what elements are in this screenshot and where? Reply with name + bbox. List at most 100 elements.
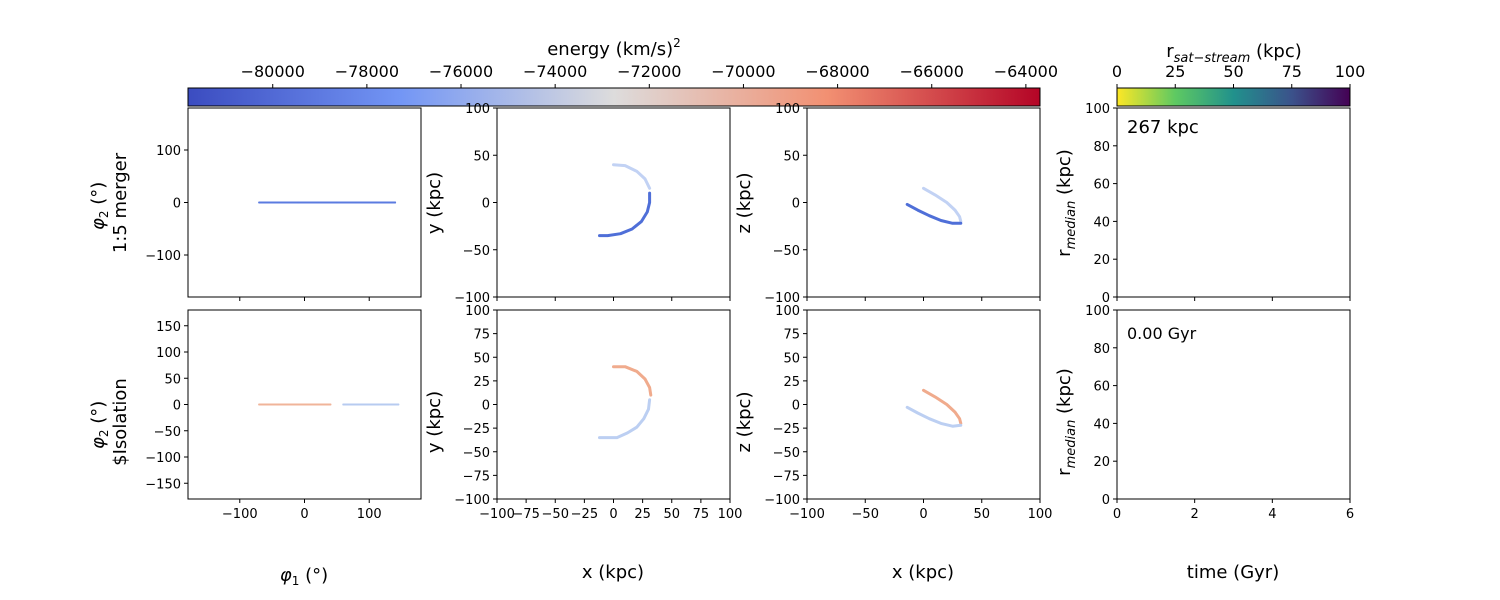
distance-annotation: 267 kpc	[1127, 117, 1199, 138]
panel-xy-row1: −100 −50 0 50 100	[454, 102, 731, 306]
stream-point	[934, 193, 937, 196]
y-tick-label: 20	[1093, 253, 1110, 268]
energy-tick-label: −78000	[335, 62, 399, 81]
x-tick-label: 0	[300, 507, 308, 522]
xy-xlabel: x (kpc)	[582, 562, 644, 583]
stream-point	[945, 201, 948, 204]
energy-tick-label: −74000	[523, 62, 587, 81]
y-tick-label: −25	[463, 422, 490, 437]
panel-rmedian-row1: 0 20 40 60 80 100	[1085, 102, 1351, 306]
panel-frame	[806, 107, 1041, 298]
y-tick-label: 60	[1093, 178, 1110, 193]
energy-tick-label: −68000	[805, 62, 869, 81]
y-tick-label: 50	[473, 351, 490, 366]
stream-point	[945, 403, 948, 406]
y-tick-label: −25	[773, 422, 800, 437]
x-tick-label: 0	[609, 507, 617, 522]
y-tick-label: 25	[473, 375, 490, 390]
stream-point	[951, 425, 954, 428]
y-tick-label: 100	[775, 102, 800, 117]
stream-point	[297, 403, 300, 406]
x-tick-label: 4	[1268, 507, 1276, 522]
stream-point	[361, 403, 364, 406]
y-tick-label: 100	[156, 144, 181, 159]
x-tick-label: 50	[663, 507, 680, 522]
stream-point	[647, 408, 650, 411]
y-tick-label: −100	[764, 493, 800, 508]
distance-colorbar-bar	[1116, 87, 1351, 107]
y-tick-label: −75	[463, 469, 490, 484]
x-tick-label: 0	[1113, 507, 1121, 522]
x-tick-label: 100	[1028, 507, 1053, 522]
stream-point	[612, 163, 615, 166]
distance-colorbar-ticks: 0 25 50 75 100	[1112, 62, 1365, 88]
stream-point	[922, 187, 925, 190]
y-tick-label: 75	[473, 328, 490, 343]
stream-point	[297, 201, 300, 204]
stream-point	[374, 201, 377, 204]
y-tick-label: 100	[465, 304, 490, 319]
stream-point	[342, 403, 345, 406]
y-tick-label: 100	[465, 102, 490, 117]
stream-point	[906, 203, 909, 206]
panel-frame	[1116, 107, 1351, 298]
stream-point	[277, 201, 280, 204]
distance-tick-label: 100	[1335, 62, 1366, 81]
x-tick-label: 75	[693, 507, 710, 522]
stream-point	[953, 411, 956, 414]
panel-frame	[806, 309, 1041, 500]
y-tick-label: 0	[792, 197, 800, 212]
stream-point	[648, 386, 651, 389]
z-kpc-label-row2: z (kpc)	[734, 392, 755, 453]
time-annotation: 0.00 Gyr	[1127, 324, 1197, 343]
stream-point	[916, 412, 919, 415]
energy-colorbar-bar	[187, 87, 1041, 107]
panel-rmedian-row2: 0 20 40 60 80 100 0 2 4 6	[1085, 304, 1354, 522]
stream-point	[619, 232, 622, 235]
panels: −1000100−100−50050100−100−50050100020406…	[145, 102, 1354, 522]
x-tick-label: 25	[634, 507, 651, 522]
panel-phi-row1: −100 0 100	[145, 107, 422, 301]
y-tick-label: 0	[173, 197, 181, 212]
y-tick-label: 80	[1093, 342, 1110, 357]
panel-frame	[496, 309, 731, 500]
y-tick-label: 80	[1093, 140, 1110, 155]
stream-series	[905, 405, 963, 428]
stream-point	[397, 403, 400, 406]
y-tick-label: −50	[154, 425, 181, 440]
stream-point	[635, 170, 638, 173]
x-tick-label: −25	[571, 507, 598, 522]
stream-point	[958, 417, 961, 420]
distance-tick-label: 50	[1223, 62, 1243, 81]
y-tick-label: −50	[463, 244, 490, 259]
x-tick-label: 0	[919, 507, 927, 522]
stream-point	[612, 365, 615, 368]
stream-point	[598, 234, 601, 237]
y-tick-label: 100	[775, 304, 800, 319]
energy-colorbar-ticks: −80000 −78000 −76000 −74000 −72000 −70000 −680…	[241, 62, 1058, 88]
stream-point	[606, 234, 609, 237]
distance-colorbar: rsat−stream (kpc) 0 25 50 75 100	[1112, 41, 1365, 107]
x-tick-label: −50	[852, 507, 879, 522]
x-tick-label: −100	[789, 507, 825, 522]
y-tick-label: −50	[463, 446, 490, 461]
y-kpc-label-row2: y (kpc)	[424, 391, 445, 453]
y-tick-label: 0	[1102, 493, 1110, 508]
panel-xz-row1: −100 −50 0 50 100	[764, 102, 1041, 306]
y-tick-label: 75	[783, 328, 800, 343]
stream-point	[648, 192, 651, 195]
row1-ylabel: φ2 (°) 1:5 merger	[88, 152, 131, 253]
x-tick-label: 100	[718, 507, 743, 522]
y-tick-label: −100	[454, 291, 490, 306]
y-tick-label: −50	[773, 446, 800, 461]
stream-point	[316, 201, 319, 204]
distance-tick-label: 25	[1165, 62, 1185, 81]
y-tick-label: 100	[1085, 102, 1110, 117]
energy-tick-label: −64000	[994, 62, 1058, 81]
energy-tick-label: −76000	[429, 62, 493, 81]
stream-point	[615, 436, 618, 439]
y-tick-label: 20	[1093, 455, 1110, 470]
stream-point	[624, 365, 627, 368]
stream-point	[648, 398, 651, 401]
stream-point	[649, 394, 652, 397]
